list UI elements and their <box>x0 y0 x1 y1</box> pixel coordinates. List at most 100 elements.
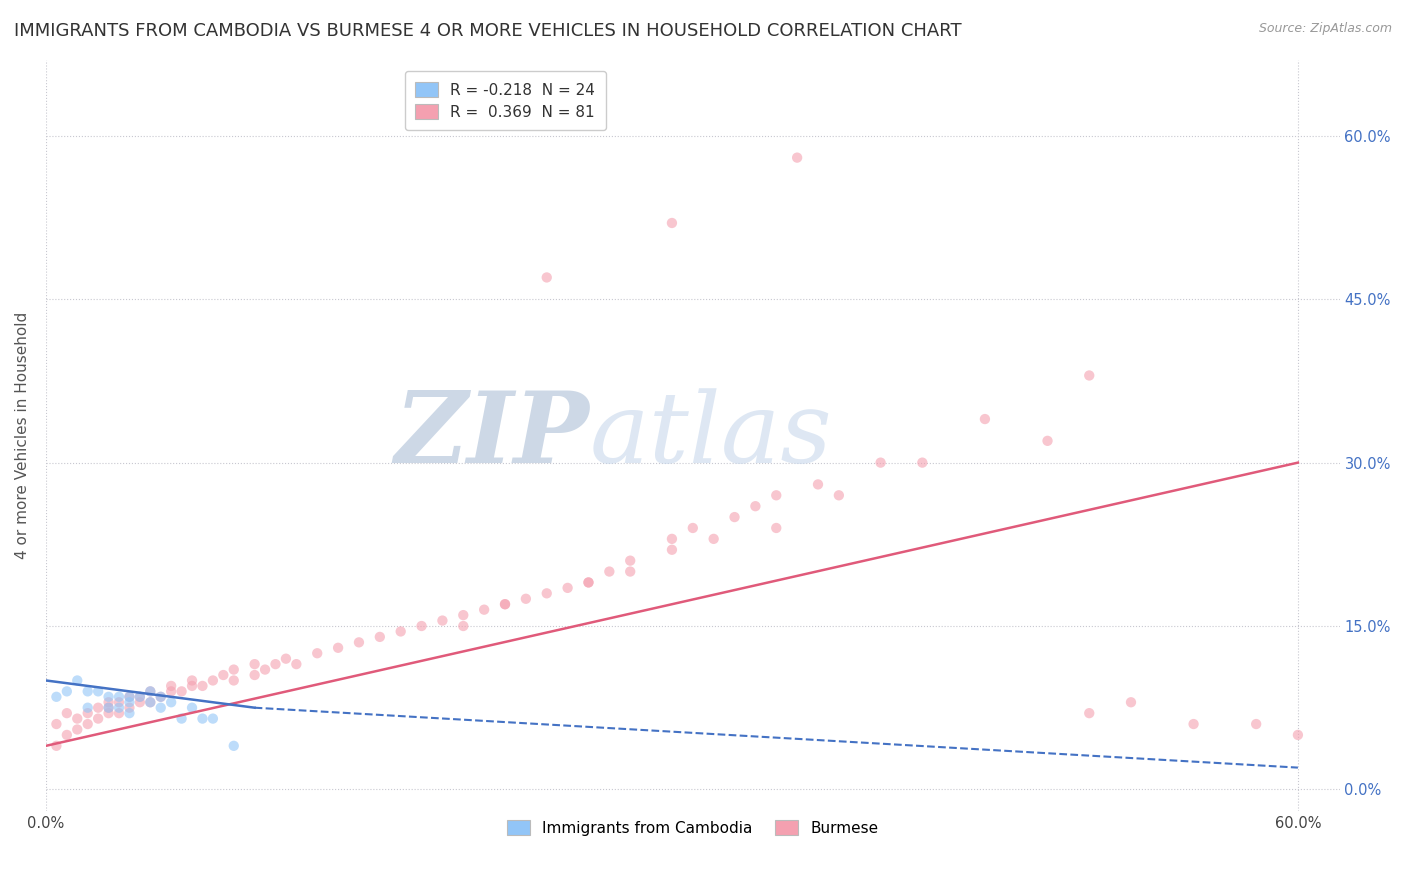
Point <box>108 690 131 704</box>
Point <box>326 640 349 655</box>
Point <box>536 270 558 285</box>
Point <box>118 690 141 704</box>
Point <box>97 700 120 714</box>
Point <box>181 700 204 714</box>
Point <box>578 575 600 590</box>
Point <box>76 700 98 714</box>
Point <box>1286 728 1309 742</box>
Point <box>389 624 412 639</box>
Point <box>557 581 579 595</box>
Point <box>118 695 141 709</box>
Point <box>661 216 683 230</box>
Point <box>149 700 172 714</box>
Point <box>97 700 120 714</box>
Point <box>139 695 162 709</box>
Point <box>149 690 172 704</box>
Point <box>619 565 641 579</box>
Point <box>536 586 558 600</box>
Point <box>76 706 98 720</box>
Text: atlas: atlas <box>589 388 832 483</box>
Point <box>786 151 808 165</box>
Point <box>56 706 79 720</box>
Point <box>222 663 245 677</box>
Point <box>212 668 235 682</box>
Point <box>191 679 214 693</box>
Point <box>181 679 204 693</box>
Point <box>264 657 287 672</box>
Point <box>661 542 683 557</box>
Point <box>254 663 277 677</box>
Point <box>765 488 787 502</box>
Point <box>494 597 516 611</box>
Point <box>118 690 141 704</box>
Point <box>87 700 110 714</box>
Point <box>598 565 620 579</box>
Point <box>128 695 150 709</box>
Point <box>619 554 641 568</box>
Point <box>87 684 110 698</box>
Point <box>191 712 214 726</box>
Y-axis label: 4 or more Vehicles in Household: 4 or more Vehicles in Household <box>15 312 30 559</box>
Point <box>274 651 297 665</box>
Point <box>807 477 830 491</box>
Point <box>411 619 433 633</box>
Point <box>222 673 245 688</box>
Point <box>515 591 537 606</box>
Point <box>108 700 131 714</box>
Point <box>368 630 391 644</box>
Point <box>723 510 745 524</box>
Point <box>45 739 67 753</box>
Point <box>139 684 162 698</box>
Point <box>869 456 891 470</box>
Point <box>472 602 495 616</box>
Point <box>1078 368 1101 383</box>
Point <box>66 723 89 737</box>
Point <box>1182 717 1205 731</box>
Point <box>108 695 131 709</box>
Point <box>170 684 193 698</box>
Point <box>974 412 997 426</box>
Point <box>1036 434 1059 448</box>
Point <box>201 712 224 726</box>
Text: ZIP: ZIP <box>394 387 589 483</box>
Point <box>453 619 475 633</box>
Point <box>66 712 89 726</box>
Point <box>118 700 141 714</box>
Point <box>97 706 120 720</box>
Point <box>703 532 725 546</box>
Point <box>744 499 766 513</box>
Point <box>160 679 183 693</box>
Point <box>139 684 162 698</box>
Point <box>347 635 370 649</box>
Point <box>307 646 329 660</box>
Point <box>181 673 204 688</box>
Point <box>56 684 79 698</box>
Point <box>128 690 150 704</box>
Point <box>201 673 224 688</box>
Text: Source: ZipAtlas.com: Source: ZipAtlas.com <box>1258 22 1392 36</box>
Point <box>1078 706 1101 720</box>
Point <box>243 668 266 682</box>
Point <box>108 706 131 720</box>
Point <box>170 712 193 726</box>
Point <box>682 521 704 535</box>
Point <box>128 690 150 704</box>
Point <box>578 575 600 590</box>
Point <box>87 712 110 726</box>
Point <box>76 717 98 731</box>
Point <box>118 706 141 720</box>
Point <box>494 597 516 611</box>
Point <box>56 728 79 742</box>
Point <box>243 657 266 672</box>
Point <box>828 488 851 502</box>
Text: IMMIGRANTS FROM CAMBODIA VS BURMESE 4 OR MORE VEHICLES IN HOUSEHOLD CORRELATION : IMMIGRANTS FROM CAMBODIA VS BURMESE 4 OR… <box>14 22 962 40</box>
Point <box>1119 695 1142 709</box>
Point <box>149 690 172 704</box>
Point <box>911 456 934 470</box>
Point <box>285 657 308 672</box>
Point <box>160 695 183 709</box>
Point <box>160 684 183 698</box>
Point <box>45 690 67 704</box>
Point <box>45 717 67 731</box>
Legend: Immigrants from Cambodia, Burmese: Immigrants from Cambodia, Burmese <box>498 811 887 845</box>
